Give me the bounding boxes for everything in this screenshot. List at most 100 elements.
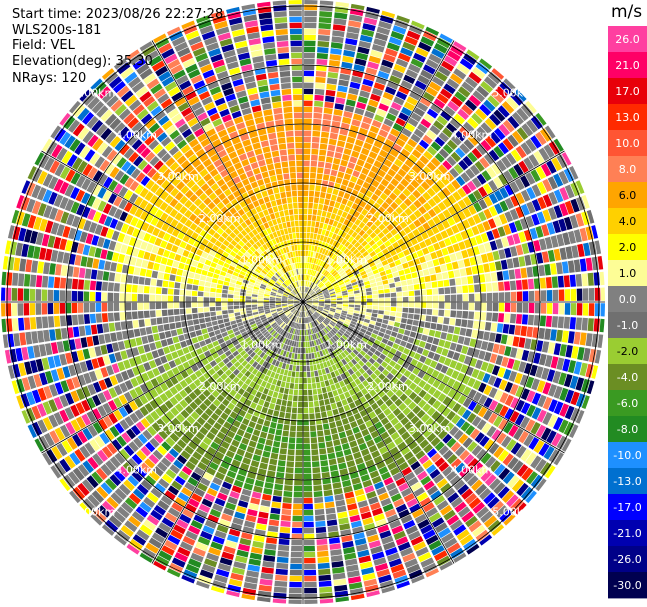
velocity-gate xyxy=(535,458,547,473)
velocity-gate xyxy=(358,375,366,383)
velocity-gate xyxy=(544,328,551,340)
velocity-gate xyxy=(298,317,301,324)
velocity-gate xyxy=(374,377,382,385)
velocity-gate xyxy=(50,342,59,355)
velocity-gate xyxy=(204,350,211,358)
velocity-gate xyxy=(174,254,182,262)
velocity-gate xyxy=(97,187,107,199)
velocity-gate xyxy=(329,330,335,336)
velocity-gate xyxy=(324,281,330,286)
velocity-gate xyxy=(330,320,336,325)
velocity-gate xyxy=(271,352,277,359)
velocity-gate xyxy=(223,335,230,342)
velocity-gate xyxy=(334,369,340,377)
velocity-gate xyxy=(337,171,345,179)
velocity-gate xyxy=(86,410,97,423)
velocity-gate xyxy=(440,418,450,429)
velocity-gate xyxy=(223,421,232,430)
velocity-gate xyxy=(304,311,306,318)
velocity-gate xyxy=(520,203,530,216)
velocity-gate xyxy=(193,514,206,524)
velocity-gate xyxy=(313,286,319,291)
velocity-gate xyxy=(287,394,293,401)
velocity-gate xyxy=(443,255,451,264)
velocity-gate xyxy=(248,421,256,429)
velocity-gate xyxy=(493,482,506,495)
velocity-gate xyxy=(365,236,373,243)
velocity-gate xyxy=(270,293,276,297)
velocity-gate xyxy=(114,242,123,253)
velocity-gate xyxy=(535,112,547,126)
velocity-gate xyxy=(125,311,132,320)
velocity-gate xyxy=(346,314,353,318)
velocity-gate xyxy=(318,155,326,162)
velocity-gate xyxy=(383,264,391,271)
velocity-gate xyxy=(429,235,438,244)
velocity-gate xyxy=(267,284,273,288)
velocity-gate xyxy=(512,336,520,347)
velocity-gate xyxy=(520,267,528,279)
velocity-gate xyxy=(153,560,167,571)
velocity-gate xyxy=(316,246,321,253)
velocity-gate xyxy=(306,304,311,308)
velocity-gate xyxy=(310,292,316,297)
velocity-gate xyxy=(323,270,328,276)
velocity-gate xyxy=(432,215,441,225)
velocity-gate xyxy=(119,382,128,393)
velocity-gate xyxy=(300,342,303,348)
velocity-gate xyxy=(89,302,96,313)
velocity-gate xyxy=(246,426,254,434)
velocity-gate xyxy=(332,317,338,322)
velocity-gate xyxy=(37,261,45,274)
velocity-gate xyxy=(453,113,466,125)
velocity-gate xyxy=(494,190,504,202)
velocity-gate xyxy=(153,433,164,444)
velocity-gate xyxy=(326,265,332,271)
velocity-gate xyxy=(312,284,317,290)
velocity-gate xyxy=(403,451,414,461)
velocity-gate xyxy=(418,215,427,225)
velocity-gate xyxy=(403,249,410,256)
velocity-gate xyxy=(449,167,459,178)
velocity-gate xyxy=(326,519,338,527)
velocity-gate xyxy=(236,428,245,437)
velocity-gate xyxy=(281,330,286,336)
velocity-gate xyxy=(303,166,310,173)
velocity-gate xyxy=(150,318,157,326)
velocity-gate xyxy=(346,383,353,391)
velocity-gate xyxy=(164,490,176,501)
velocity-gate xyxy=(413,284,420,290)
velocity-gate xyxy=(426,309,433,315)
velocity-gate xyxy=(338,329,345,335)
velocity-gate xyxy=(155,287,162,294)
velocity-gate xyxy=(413,352,421,361)
velocity-gate xyxy=(314,312,319,318)
velocity-gate xyxy=(377,231,385,239)
velocity-gate xyxy=(463,538,477,551)
velocity-gate xyxy=(306,281,309,287)
velocity-gate xyxy=(73,326,80,338)
velocity-gate xyxy=(435,232,443,242)
velocity-gate xyxy=(279,526,291,533)
velocity-gate xyxy=(344,241,351,248)
velocity-gate xyxy=(64,407,75,420)
velocity-gate xyxy=(383,188,392,196)
velocity-gate xyxy=(431,225,440,235)
velocity-gate xyxy=(480,510,494,523)
velocity-gate xyxy=(471,329,479,339)
velocity-gate xyxy=(271,322,277,327)
velocity-gate xyxy=(453,326,461,335)
velocity-gate xyxy=(185,308,192,314)
velocity-gate xyxy=(132,275,139,284)
velocity-gate xyxy=(266,314,272,318)
velocity-gate xyxy=(289,306,295,309)
velocity-gate xyxy=(329,175,336,183)
velocity-gate xyxy=(287,333,291,339)
velocity-gate xyxy=(359,561,373,570)
velocity-gate xyxy=(373,361,380,369)
velocity-gate xyxy=(133,267,141,276)
velocity-gate xyxy=(296,304,301,309)
velocity-gate xyxy=(333,109,343,116)
velocity-gate xyxy=(426,336,434,344)
velocity-gate xyxy=(304,599,318,604)
